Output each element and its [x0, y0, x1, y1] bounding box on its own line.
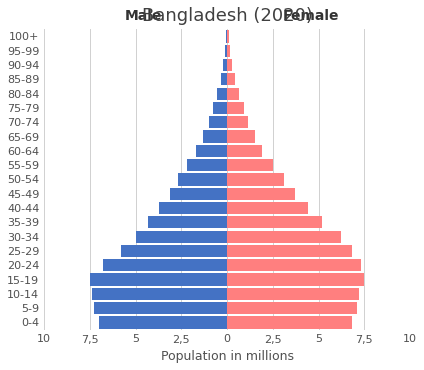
Bar [170, 188, 227, 200]
Bar [204, 131, 227, 142]
Bar [227, 116, 248, 128]
Bar [227, 245, 351, 257]
Bar [227, 188, 295, 200]
Bar [227, 102, 243, 114]
Bar [94, 302, 227, 314]
Bar [227, 231, 340, 243]
Bar [227, 59, 232, 71]
Bar [227, 174, 284, 185]
Bar [136, 231, 227, 243]
X-axis label: Population in millions: Population in millions [161, 350, 293, 363]
Bar [226, 30, 227, 43]
Bar [121, 245, 227, 257]
Bar [227, 288, 359, 300]
Bar [227, 273, 364, 286]
Bar [209, 116, 227, 128]
Bar [187, 159, 227, 171]
Bar [227, 159, 273, 171]
Bar [227, 202, 307, 214]
Bar [99, 316, 227, 329]
Text: Male: Male [124, 9, 162, 23]
Bar [227, 302, 357, 314]
Bar [227, 88, 239, 100]
Bar [178, 174, 227, 185]
Bar [221, 73, 227, 85]
Bar [227, 45, 230, 57]
Bar [159, 202, 227, 214]
Bar [227, 316, 351, 329]
Bar [225, 45, 227, 57]
Bar [227, 216, 322, 228]
Bar [213, 102, 227, 114]
Bar [148, 216, 227, 228]
Text: Female: Female [283, 9, 340, 23]
Bar [103, 259, 227, 271]
Bar [227, 145, 262, 157]
Bar [227, 131, 254, 142]
Bar [227, 73, 235, 85]
Bar [223, 59, 227, 71]
Bar [90, 273, 227, 286]
Bar [217, 88, 227, 100]
Bar [227, 259, 361, 271]
Bar [92, 288, 227, 300]
Bar [196, 145, 227, 157]
Bar [227, 30, 229, 43]
Title: Bangladesh (2020): Bangladesh (2020) [142, 7, 312, 25]
